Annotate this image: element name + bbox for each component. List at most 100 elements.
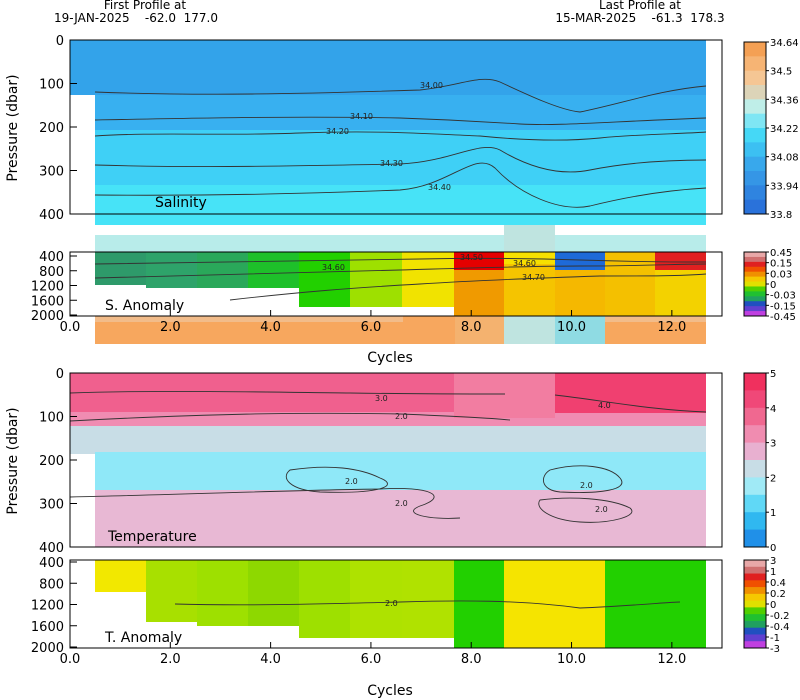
salinity-contour-34-00 [94, 78, 706, 113]
t-anomaly-col-3 [197, 560, 248, 626]
temperature-colorbar-label-2: 3 [770, 439, 776, 450]
t-anomaly-col-6 [350, 560, 402, 638]
t-anomaly-colorbar-swatch-2 [744, 573, 766, 581]
t-anomaly-col-12 [655, 560, 706, 648]
t-anomaly-colorbar-swatch-5 [744, 593, 766, 602]
t-anomaly-col-9 [504, 560, 555, 648]
salinity-y-ticks: 0 100 200 300 400 [39, 34, 77, 223]
temperature-colorbar-swatch-4 [744, 442, 766, 461]
salinity-contour-label-34-30: 34.30 [380, 159, 403, 168]
temperature-anomaly-x-ticks: 0.0 2.0 4.0 6.0 8.0 10.0 12.0 [60, 642, 686, 667]
upper-x-axis-title: Cycles [367, 350, 413, 366]
t-anomaly-y-tick-label-3: 1600 [31, 620, 64, 635]
t-anomaly-x-tick-label-6: 12.0 [657, 652, 686, 667]
s-anomaly-colorbar-swatch-5 [744, 276, 766, 283]
temperature-y-tick-label-3: 300 [39, 498, 64, 513]
t-anomaly-colorbar-label-8: -3 [770, 644, 780, 655]
t-anomaly-colorbar-label-3: 0.2 [770, 589, 786, 600]
s-anomaly-colorbar-swatch-1 [744, 256, 766, 263]
salinity-contour-34-40 [94, 162, 706, 208]
t-anomaly-x-tick-label-3: 6.0 [361, 652, 382, 667]
salinity-colorbar-swatch-1 [744, 56, 766, 72]
salinity-anomaly-x-ticks: 0.0 2.0 4.0 6.0 8.0 10.0 12.0 [60, 310, 686, 335]
s-anomaly-contour-label-3: 34.60 [513, 259, 536, 268]
salinity-anomaly-colorbar: 0.450.150.030-0.03-0.15-0.45 [743, 248, 796, 323]
salinity-colorbar-swatch-5 [744, 113, 766, 129]
temperature-colorbar-swatch-5 [744, 460, 766, 478]
t-anomaly-x-tick-label-0: 0.0 [60, 652, 81, 667]
temperature-colorbar-swatch-1 [744, 390, 766, 409]
temperature-colorbar-swatch-2 [744, 407, 766, 426]
t-anomaly-colorbar-label-7: -1 [770, 633, 780, 644]
s-anomaly-contour-label-2: 34.60 [322, 263, 345, 272]
temperature-anomaly-contours [174, 600, 681, 609]
temp-contour-label-7: 2.0 [595, 505, 608, 514]
s-anomaly-col-10-top [555, 252, 605, 270]
temp-contour-label-1: 3.0 [375, 394, 388, 403]
s-anomaly-colorbar-swatch-0 [744, 252, 766, 258]
salinity-colorbar-label-5: 33.94 [770, 181, 799, 192]
s-anomaly-colorbar-swatch-6 [744, 281, 766, 287]
salinity-anomaly-contours [94, 257, 707, 301]
temperature-y-tick-label-0: 0 [56, 367, 64, 382]
temperature-anomaly-cells [95, 560, 706, 648]
s-anomaly-colorbar-swatch-10 [744, 301, 766, 307]
salinity-colorbar-label-3: 34.22 [770, 124, 799, 135]
s-anomaly-colorbar-label-5: -0.15 [770, 301, 796, 312]
salinity-contour-label-34-00: 34.00 [420, 81, 443, 90]
s-anomaly-col-8-top [454, 252, 504, 270]
temperature-panel-label: Temperature [107, 529, 197, 545]
s-anomaly-colorbar-swatch-7 [744, 286, 766, 292]
s-anomaly-x-tick-label-1: 2.0 [160, 320, 181, 335]
temperature-y-tick-label-1: 100 [39, 411, 64, 426]
temperature-y-ticks: 0 100 200 300 400 [39, 367, 77, 556]
s-anomaly-contour-34-70 [229, 273, 707, 301]
s-anomaly-col-6 [350, 252, 402, 307]
salinity-colorbar-swatch-7 [744, 142, 766, 158]
s-anomaly-col-3 [197, 252, 248, 288]
s-anomaly-colorbar-label-3: 0 [770, 280, 776, 291]
t-anomaly-col-5 [299, 560, 350, 638]
temperature-y-tick-label-4: 400 [39, 541, 64, 556]
t-anomaly-x-tick-label-5: 10.0 [557, 652, 586, 667]
t-anomaly-colorbar-swatch-6 [744, 600, 766, 608]
salinity-colorbar-swatch-2 [744, 70, 766, 86]
t-anomaly-colorbar-swatch-4 [744, 587, 766, 595]
s-anomaly-x-tick-label-2: 4.0 [260, 320, 281, 335]
salinity-contour-34-30 [94, 146, 706, 173]
temperature-colorbar-swatch-0 [744, 373, 766, 391]
salinity-y-tick-label-2: 200 [39, 121, 64, 136]
s-anomaly-contour-label-1: 34.50 [460, 253, 483, 262]
s-anomaly-colorbar-swatch-8 [744, 291, 766, 297]
s-anomaly-x-tick-label-3: 6.0 [361, 320, 382, 335]
temp-cycle-8-warm [454, 373, 555, 418]
t-anomaly-x-tick-label-2: 4.0 [260, 652, 281, 667]
salinity-anomaly-panel: 34.50 34.60 34.60 34.70 S. Anomaly [69, 251, 723, 317]
temperature-colorbar-swatch-3 [744, 425, 766, 444]
s-anomaly-colorbar-swatch-2 [744, 261, 766, 268]
first-profile-label: First Profile at [104, 0, 187, 12]
s-anomaly-col-1 [95, 252, 146, 285]
t-anomaly-col-10 [555, 560, 605, 648]
temperature-colorbar: 5 4 3 2 1 0 [743, 369, 776, 554]
salinity-contour-label-34-20: 34.20 [326, 127, 349, 136]
t-anomaly-contour-2-0 [174, 600, 681, 609]
s-anomaly-y-tick-label-3: 1600 [31, 294, 64, 309]
s-anomaly-contour-34-50 [94, 257, 707, 265]
t-anomaly-y-tick-label-0: 400 [39, 556, 64, 571]
temp-contour-label-4: 2.0 [345, 477, 358, 486]
t-anomaly-colorbar-label-2: 0.4 [770, 578, 786, 589]
last-profile-label: Last Profile at [599, 0, 681, 12]
temp-contour-2-0-lower [70, 488, 461, 519]
s-anomaly-x-tick-label-4: 8.0 [461, 320, 482, 335]
t-anomaly-x-tick-label-4: 8.0 [461, 652, 482, 667]
t-anomaly-colorbar-label-5: -0.2 [770, 611, 790, 622]
t-anomaly-col-2 [146, 560, 197, 622]
salinity-y-tick-label-0: 0 [56, 34, 64, 49]
t-anomaly-colorbar-swatch-3 [744, 580, 766, 588]
salinity-contour-label-34-10: 34.10 [350, 112, 373, 121]
temp-contour-label-5: 2.0 [395, 499, 408, 508]
salinity-colorbar-swatch-11 [744, 199, 766, 215]
last-profile-value: 15-MAR-2025 -61.3 178.3 [555, 11, 724, 25]
